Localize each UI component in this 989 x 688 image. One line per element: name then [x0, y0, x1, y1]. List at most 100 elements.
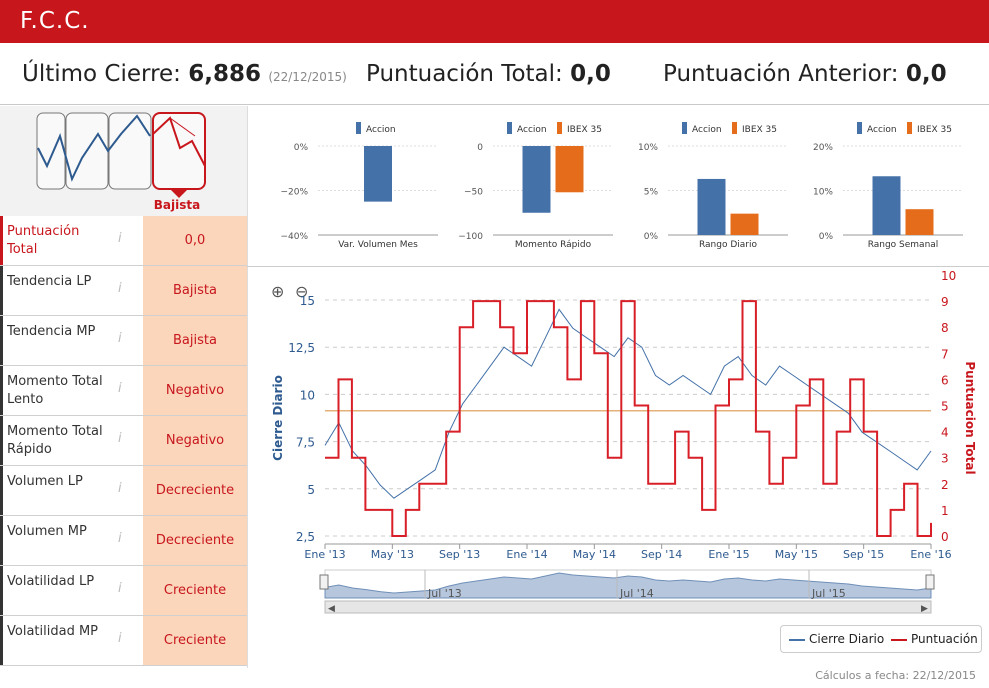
- mini-chart-4: 20% 10% 0% Accion IBEX 35 Rango Semanal: [813, 122, 963, 250]
- x-label: May '15: [775, 548, 818, 561]
- kpi-strip: Último Cierre: 6,886 (22/12/2015) Puntua…: [0, 43, 989, 105]
- row-marker: [0, 616, 3, 665]
- y-tick: 7,5: [296, 436, 315, 450]
- bar: [872, 176, 901, 235]
- chart-title: Rango Diario: [699, 240, 758, 250]
- y2-tick: 3: [941, 452, 949, 466]
- info-icon[interactable]: i: [118, 231, 122, 246]
- scrollbar[interactable]: [324, 600, 932, 614]
- legend-swatch: [356, 122, 361, 134]
- trend-line-icon: [37, 114, 151, 182]
- info-icon[interactable]: i: [118, 481, 122, 496]
- row-marker: [0, 216, 3, 265]
- legend-label: Accion: [692, 125, 722, 135]
- x-label: May '14: [573, 548, 616, 561]
- info-icon[interactable]: i: [118, 281, 122, 296]
- trend-selector: Bajista: [0, 106, 247, 216]
- bar: [697, 178, 726, 235]
- info-icon[interactable]: i: [118, 381, 122, 396]
- chart-title: Var. Volumen Mes: [338, 240, 418, 250]
- series-puntuacion: [325, 300, 932, 537]
- legend-puntuacion[interactable]: Puntuación: [911, 632, 978, 646]
- app-header: F.C.C.: [0, 0, 989, 43]
- y-tick: 2,5: [296, 530, 315, 544]
- row-marker: [0, 316, 3, 365]
- selected-arrow-icon: [170, 189, 188, 198]
- y2-axis-label: Puntuacion Total: [963, 361, 977, 474]
- tick-label: 20%: [813, 143, 833, 153]
- info-icon[interactable]: i: [118, 531, 122, 546]
- indicator-row: Volatilidad MP i Creciente: [0, 616, 247, 666]
- y2-tick: 0: [941, 530, 949, 544]
- info-icon[interactable]: i: [118, 581, 122, 596]
- legend-swatch: [507, 122, 512, 134]
- trend-icon-1[interactable]: [36, 112, 66, 190]
- nav-label: Jul '15: [811, 587, 846, 600]
- bar: [730, 213, 759, 235]
- info-icon[interactable]: i: [118, 631, 122, 646]
- indicator-row: Momento Total Lento i Negativo: [0, 366, 247, 416]
- y-tick: 15: [300, 294, 315, 308]
- tick-label: −20%: [280, 188, 308, 198]
- y-tick: 10: [300, 388, 315, 402]
- info-icon[interactable]: i: [118, 331, 122, 346]
- bar: [364, 146, 392, 202]
- indicator-row: Puntuación Total i 0,0: [0, 216, 247, 266]
- indicator-label: Volatilidad LP: [7, 574, 95, 589]
- indicator-row: Momento Total Rápido i Negativo: [0, 416, 247, 466]
- zoom-out-icon[interactable]: ⊖: [295, 282, 309, 301]
- x-label: Sep '14: [641, 548, 682, 561]
- series-cierre: [324, 308, 932, 499]
- indicator-row: Volumen LP i Decreciente: [0, 466, 247, 516]
- y-axis-label: Cierre Diario: [271, 375, 285, 461]
- zoom-in-icon[interactable]: ⊕: [271, 282, 285, 301]
- scroll-right-icon: ▶: [921, 604, 928, 614]
- tick-label: −40%: [280, 232, 308, 242]
- bar: [522, 146, 551, 213]
- indicator-label: Momento Total Lento: [7, 374, 103, 407]
- legend-swatch: [907, 122, 912, 134]
- mini-charts: 0% −20% −40% Accion Var. Volumen Mes 0 −50 −100…: [280, 122, 963, 250]
- chart-title: Rango Semanal: [868, 240, 939, 250]
- legend-label: IBEX 35: [742, 125, 777, 135]
- y2-tick: 7: [941, 347, 949, 361]
- puntuacion-anterior: Puntuación Anterior: 0,0: [663, 61, 947, 87]
- legend-swatch: [557, 122, 562, 134]
- indicator-row: Tendencia LP i Bajista: [0, 266, 247, 316]
- navigator-handle-right[interactable]: [925, 574, 935, 590]
- legend-swatch: [857, 122, 862, 134]
- indicator-label: Volatilidad MP: [7, 624, 99, 639]
- info-icon[interactable]: i: [118, 431, 122, 446]
- legend-label: Accion: [867, 125, 897, 135]
- calc-date: Cálculos a fecha: 22/12/2015: [815, 669, 976, 682]
- legend-cierre[interactable]: Cierre Diario: [809, 632, 885, 646]
- legend-label: Accion: [517, 125, 547, 135]
- tick-label: 10%: [813, 188, 833, 198]
- nav-label: Jul '13: [427, 587, 462, 600]
- x-label: Ene '16: [910, 548, 951, 561]
- tick-label: 0%: [644, 232, 659, 242]
- x-label: May '13: [371, 548, 414, 561]
- row-marker: [0, 466, 3, 515]
- indicator-value: Bajista: [143, 316, 247, 365]
- legend-swatch: [682, 122, 687, 134]
- y2-tick: 8: [941, 321, 949, 335]
- indicator-value: Creciente: [143, 566, 247, 615]
- puntuacion-total: Puntuación Total: 0,0: [366, 61, 611, 87]
- navigator-handle-left[interactable]: [319, 574, 329, 590]
- trend-icons: Bajista: [36, 112, 206, 212]
- bar: [905, 209, 934, 235]
- indicator-label: Volumen MP: [7, 524, 87, 539]
- x-label: Ene '15: [708, 548, 749, 561]
- chart-legend[interactable]: Cierre Diario Puntuación: [780, 625, 982, 653]
- indicator-value: Decreciente: [143, 466, 247, 515]
- mini-chart-1: 0% −20% −40% Accion Var. Volumen Mes: [280, 122, 438, 250]
- indicator-value: Bajista: [143, 266, 247, 315]
- indicator-row: Volatilidad LP i Creciente: [0, 566, 247, 616]
- y2-tick: 5: [941, 400, 949, 414]
- row-marker: [0, 566, 3, 615]
- y-tick: 12,5: [288, 341, 315, 355]
- indicator-panel: Bajista Puntuación Total i 0,0 Tendencia LP…: [0, 106, 247, 668]
- legend-label: Accion: [366, 125, 396, 135]
